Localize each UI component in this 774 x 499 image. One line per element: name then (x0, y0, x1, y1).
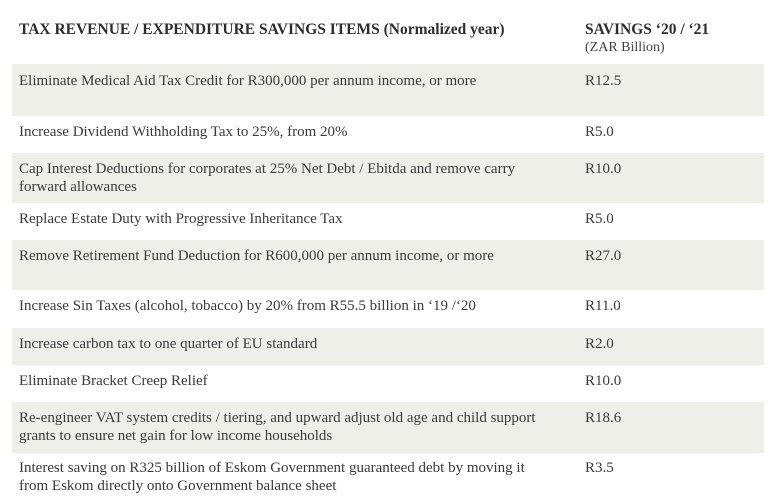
row-value: R2.0 (585, 336, 614, 352)
row-item: Cap Interest Deductions for corporates a… (19, 161, 516, 195)
header-savings-unit: (ZAR Billion) (585, 40, 665, 55)
table-header: TAX REVENUE / EXPENDITURE SAVINGS ITEMS … (12, 0, 764, 64)
row-value: R11.0 (585, 298, 621, 314)
header-savings-title: SAVINGS ‘20 / ‘21 (585, 21, 710, 38)
table-row: Re-engineer VAT system credits / tiering… (12, 402, 764, 453)
row-item: Replace Estate Duty with Progressive Inh… (19, 211, 343, 227)
row-item: Remove Retirement Fund Deduction for R60… (19, 248, 494, 264)
header-savings: SAVINGS ‘20 / ‘21 (ZAR Billion) (585, 20, 760, 56)
row-item: Eliminate Bracket Creep Relief (19, 373, 208, 389)
row-value: R5.0 (585, 124, 614, 140)
table-row: Increase carbon tax to one quarter of EU… (12, 328, 764, 365)
row-value: R10.0 (585, 161, 622, 177)
row-item: Re-engineer VAT system credits / tiering… (19, 410, 536, 444)
row-item: Increase carbon tax to one quarter of EU… (19, 336, 318, 352)
header-items-title: TAX REVENUE / EXPENDITURE SAVINGS ITEMS … (19, 21, 505, 38)
row-item: Eliminate Medical Aid Tax Credit for R30… (19, 73, 477, 89)
row-item: Increase Dividend Withholding Tax to 25%… (19, 124, 348, 140)
row-value: R12.5 (585, 73, 622, 89)
row-value: R3.5 (585, 460, 614, 476)
table-row: Increase Dividend Withholding Tax to 25%… (12, 116, 764, 153)
table-row: Interest saving on R325 billion of Eskom… (12, 453, 764, 499)
table-row: Replace Estate Duty with Progressive Inh… (12, 203, 764, 240)
savings-table: TAX REVENUE / EXPENDITURE SAVINGS ITEMS … (12, 0, 764, 499)
row-item: Interest saving on R325 billion of Eskom… (19, 460, 525, 494)
row-value: R27.0 (585, 248, 622, 264)
table-row: Eliminate Medical Aid Tax Credit for R30… (12, 64, 764, 116)
table-row: Increase Sin Taxes (alcohol, tobacco) by… (12, 290, 764, 328)
row-item: Increase Sin Taxes (alcohol, tobacco) by… (19, 298, 476, 314)
table-row: Remove Retirement Fund Deduction for R60… (12, 240, 764, 290)
row-value: R5.0 (585, 211, 614, 227)
table-row: Cap Interest Deductions for corporates a… (12, 153, 764, 203)
table-row: Eliminate Bracket Creep Relief R10.0 (12, 365, 764, 402)
row-value: R10.0 (585, 373, 622, 389)
row-value: R18.6 (585, 410, 622, 426)
